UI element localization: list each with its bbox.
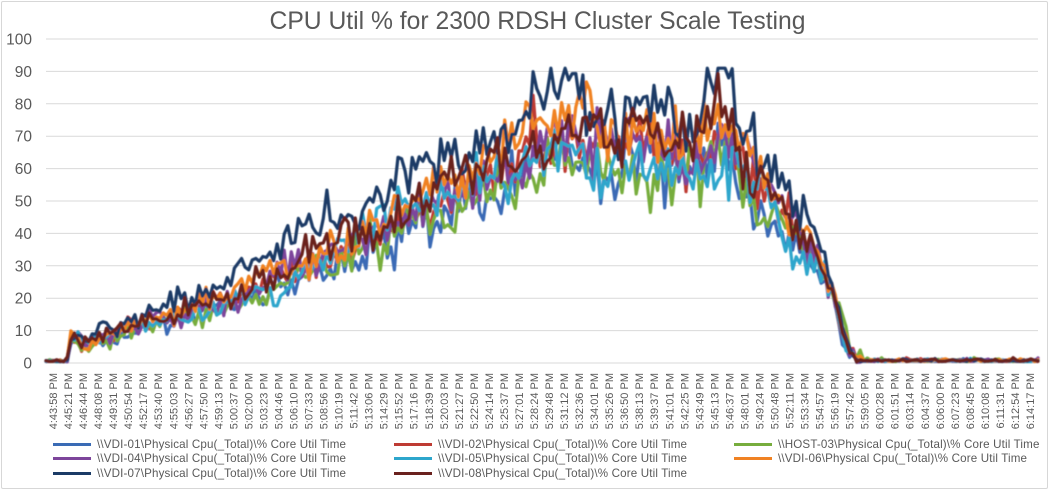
svg-text:5:22:50 PM: 5:22:50 PM (469, 373, 481, 429)
svg-text:5:00:37 PM: 5:00:37 PM (228, 373, 240, 429)
svg-text:4:59:13 PM: 4:59:13 PM (213, 373, 225, 429)
svg-text:5:03:23 PM: 5:03:23 PM (258, 373, 270, 429)
svg-text:5:02:00 PM: 5:02:00 PM (243, 373, 255, 429)
svg-text:5:10:19 PM: 5:10:19 PM (334, 373, 346, 429)
svg-text:5:14:29 PM: 5:14:29 PM (379, 373, 391, 429)
svg-text:5:29:48 PM: 5:29:48 PM (544, 373, 556, 429)
svg-text:5:54:57 PM: 5:54:57 PM (815, 373, 827, 429)
svg-text:5:31:12 PM: 5:31:12 PM (559, 373, 571, 429)
svg-text:5:46:37 PM: 5:46:37 PM (724, 373, 736, 429)
svg-text:6:00:28 PM: 6:00:28 PM (875, 373, 887, 429)
svg-text:5:08:56 PM: 5:08:56 PM (319, 373, 331, 429)
svg-text:5:50:48 PM: 5:50:48 PM (770, 373, 782, 429)
svg-text:4:56:27 PM: 4:56:27 PM (183, 373, 195, 429)
svg-text:4:57:50 PM: 4:57:50 PM (198, 373, 210, 429)
svg-text:5:36:50 PM: 5:36:50 PM (619, 373, 631, 429)
svg-text:4:55:03 PM: 4:55:03 PM (168, 373, 180, 429)
svg-text:5:04:46 PM: 5:04:46 PM (274, 373, 286, 429)
svg-text:5:53:34 PM: 5:53:34 PM (800, 373, 812, 429)
svg-text:4:50:54 PM: 4:50:54 PM (123, 373, 135, 429)
svg-text:20: 20 (15, 291, 33, 308)
svg-text:5:27:01 PM: 5:27:01 PM (514, 373, 526, 429)
svg-text:5:39:37 PM: 5:39:37 PM (649, 373, 661, 429)
svg-text:4:48:08 PM: 4:48:08 PM (93, 373, 105, 429)
svg-text:30: 30 (15, 258, 33, 275)
svg-text:100: 100 (6, 32, 32, 49)
svg-text:5:11:42 PM: 5:11:42 PM (349, 373, 361, 428)
svg-text:5:52:11 PM: 5:52:11 PM (785, 373, 797, 428)
svg-text:4:52:17 PM: 4:52:17 PM (138, 373, 150, 429)
svg-text:4:46:44 PM: 4:46:44 PM (78, 373, 90, 429)
svg-text:5:43:49 PM: 5:43:49 PM (694, 373, 706, 429)
svg-text:5:49:24 PM: 5:49:24 PM (754, 373, 766, 429)
svg-text:6:12:54 PM: 6:12:54 PM (1010, 373, 1022, 429)
svg-text:10: 10 (15, 323, 33, 340)
svg-text:60: 60 (15, 161, 33, 178)
svg-text:5:42:25 PM: 5:42:25 PM (679, 373, 691, 429)
svg-text:6:03:14 PM: 6:03:14 PM (905, 373, 917, 429)
svg-text:5:13:06 PM: 5:13:06 PM (364, 373, 376, 429)
svg-text:5:20:03 PM: 5:20:03 PM (439, 373, 451, 429)
svg-text:5:57:42 PM: 5:57:42 PM (845, 373, 857, 429)
svg-text:6:14:17 PM: 6:14:17 PM (1025, 373, 1037, 429)
svg-text:6:08:45 PM: 6:08:45 PM (965, 373, 977, 429)
svg-text:6:06:00 PM: 6:06:00 PM (935, 373, 947, 429)
svg-text:4:45:21 PM: 4:45:21 PM (63, 373, 75, 429)
svg-text:5:24:14 PM: 5:24:14 PM (484, 373, 496, 429)
svg-text:40: 40 (15, 226, 33, 243)
svg-text:6:01:51 PM: 6:01:51 PM (890, 373, 902, 429)
svg-text:5:07:33 PM: 5:07:33 PM (304, 373, 316, 429)
svg-text:5:35:26 PM: 5:35:26 PM (604, 373, 616, 429)
svg-text:5:34:01 PM: 5:34:01 PM (589, 373, 601, 429)
svg-text:6:10:08 PM: 6:10:08 PM (980, 373, 992, 429)
svg-text:5:06:10 PM: 5:06:10 PM (289, 373, 301, 429)
svg-text:80: 80 (15, 96, 33, 113)
svg-text:5:15:52 PM: 5:15:52 PM (394, 373, 406, 429)
svg-text:6:07:23 PM: 6:07:23 PM (950, 373, 962, 429)
svg-text:50: 50 (15, 194, 33, 211)
svg-text:90: 90 (15, 64, 33, 81)
svg-text:5:21:27 PM: 5:21:27 PM (454, 373, 466, 429)
svg-text:6:11:31 PM: 6:11:31 PM (995, 373, 1007, 428)
svg-text:70: 70 (15, 129, 33, 146)
svg-text:5:48:01 PM: 5:48:01 PM (739, 373, 751, 429)
svg-text:5:45:13 PM: 5:45:13 PM (709, 373, 721, 429)
svg-text:5:28:24 PM: 5:28:24 PM (529, 373, 541, 429)
svg-text:5:25:37 PM: 5:25:37 PM (499, 373, 511, 429)
svg-text:5:38:13 PM: 5:38:13 PM (634, 373, 646, 429)
svg-text:0: 0 (23, 356, 32, 373)
svg-text:4:53:40 PM: 4:53:40 PM (153, 373, 165, 429)
svg-text:5:18:39 PM: 5:18:39 PM (424, 373, 436, 429)
svg-text:4:49:31 PM: 4:49:31 PM (108, 373, 120, 429)
svg-text:6:04:37 PM: 6:04:37 PM (920, 373, 932, 429)
svg-text:4:43:58 PM: 4:43:58 PM (48, 373, 60, 429)
svg-text:5:56:19 PM: 5:56:19 PM (830, 373, 842, 429)
svg-text:5:59:05 PM: 5:59:05 PM (860, 373, 872, 429)
svg-text:5:32:36 PM: 5:32:36 PM (574, 373, 586, 429)
svg-text:5:17:16 PM: 5:17:16 PM (409, 373, 421, 429)
svg-text:5:41:01 PM: 5:41:01 PM (664, 373, 676, 429)
